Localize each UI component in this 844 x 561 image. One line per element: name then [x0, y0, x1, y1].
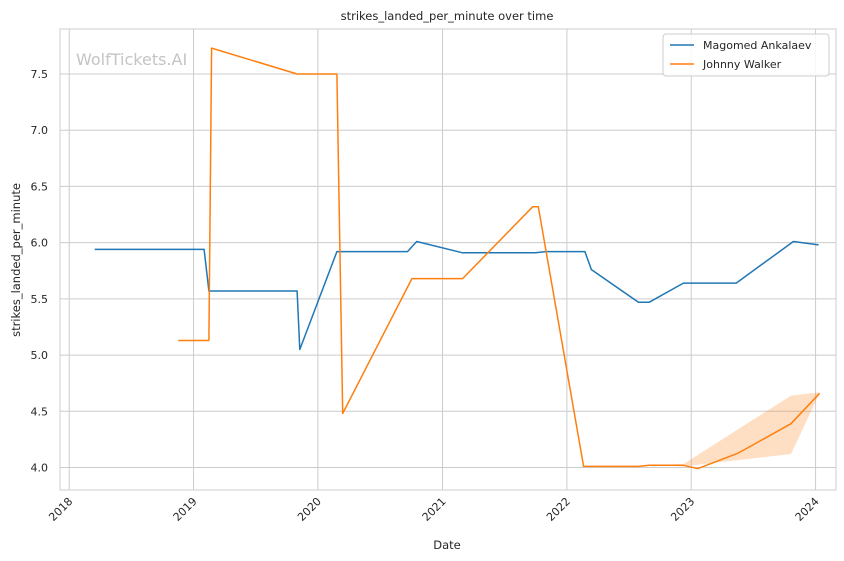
legend-box — [662, 33, 830, 77]
y-tick-label: 5.5 — [31, 293, 49, 306]
gridlines — [60, 29, 836, 490]
series-line-ankalaev — [94, 240, 819, 351]
x-axis-label: Date — [433, 538, 461, 552]
chart-title: strikes_landed_per_minute over time — [341, 9, 554, 23]
legend: Magomed Ankalaev Johnny Walker — [662, 33, 830, 77]
y-tick-label: 7.5 — [31, 68, 49, 81]
legend-label-walker: Johnny Walker — [702, 58, 782, 71]
y-axis-label: strikes_landed_per_minute — [9, 183, 23, 337]
y-tick-label: 7.0 — [31, 124, 49, 137]
plot-area — [59, 28, 837, 491]
confidence-bands — [649, 392, 820, 467]
y-tick-label: 5.0 — [31, 349, 49, 362]
plot-background — [59, 28, 837, 491]
legend-label-ankalaev: Magomed Ankalaev — [703, 39, 812, 52]
series-lines — [94, 47, 821, 470]
y-tick-label: 4.0 — [31, 462, 49, 475]
watermark: WolfTickets.AI — [76, 50, 187, 69]
y-tick-label: 4.5 — [31, 405, 49, 418]
confidence-band — [649, 392, 820, 467]
y-tick-label: 6.5 — [31, 180, 49, 193]
y-tick-label: 6.0 — [31, 237, 49, 250]
y-axis-ticks: 4.0 4.5 5.0 5.5 6.0 6.5 7.0 7.5 — [31, 68, 49, 475]
series-line-walker — [178, 47, 821, 470]
